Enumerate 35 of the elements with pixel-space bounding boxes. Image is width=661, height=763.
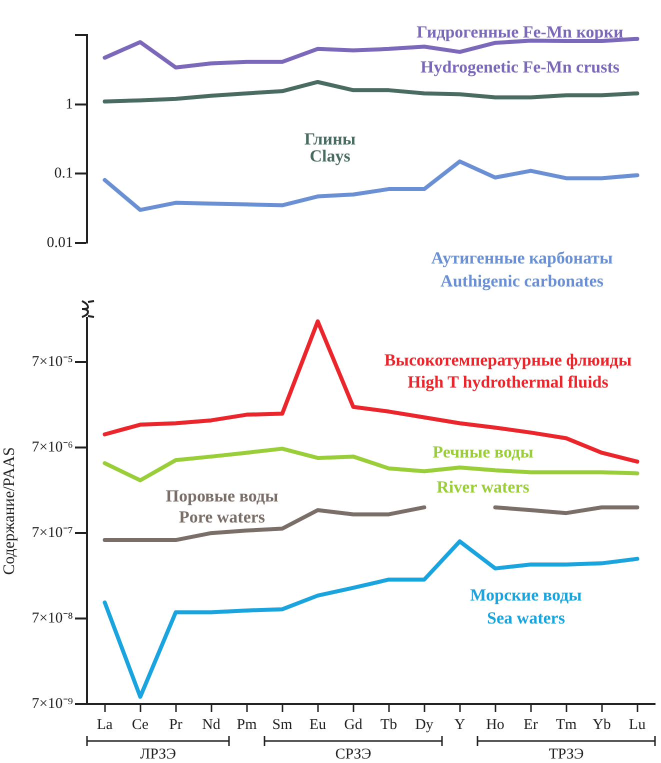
x-tick-label: La: [96, 716, 113, 733]
text: ЛРЗЭ: [140, 746, 176, 762]
text: Глины Clays: [304, 129, 356, 166]
y-axis-title: Содержание/PAAS: [0, 447, 18, 575]
series-label: Морские воды Sea waters: [470, 585, 582, 628]
x-tick-label: Er: [524, 716, 538, 733]
x-tick-label: Pr: [169, 716, 182, 733]
x-tick-label: Lu: [628, 716, 646, 733]
x-tick-label: Y: [454, 716, 466, 733]
x-tick-label: Tm: [556, 716, 577, 733]
x-tick-label: Eu: [309, 716, 327, 733]
x-tick-label: Sm: [272, 716, 293, 733]
x-tick-label: Nd: [202, 716, 221, 733]
y-tick-label: 7×10⁻⁶: [32, 440, 73, 456]
text: СРЗЭ: [335, 746, 372, 762]
x-tick-label: Dy: [415, 716, 434, 733]
y-tick-label: 0.01: [46, 234, 73, 251]
series-label: Поровые воды Pore waters: [166, 486, 278, 526]
x-tick-label: Ho: [486, 716, 504, 733]
y-tick-label: 0.1: [54, 166, 73, 182]
y-tick-label: 7×10⁻⁹: [32, 696, 73, 712]
y-tick-label: 7×10⁻⁷: [32, 525, 73, 542]
series-label: Высокотемпературные флюиды High T hydrothermal fluids: [384, 350, 632, 392]
x-tick-label: Tb: [380, 716, 398, 733]
series-label: Речные воды River waters: [432, 442, 534, 496]
y-tick-label: 7×10⁻⁵: [32, 354, 73, 370]
x-tick-label: Gd: [344, 716, 363, 733]
y-tick-label: 1: [66, 96, 73, 112]
y-tick-label: 7×10⁻⁸: [32, 610, 73, 626]
x-tick-label: Pm: [236, 716, 258, 733]
text: Аутигенные карбонаты Authigenic carbonates: [431, 248, 613, 290]
text: ТРЗЭ: [548, 746, 584, 762]
x-tick-label: Yb: [592, 716, 611, 733]
series-label: Гидрогенные Fe-Mn корки Hydrogenetic Fe-Mn crusts: [416, 22, 624, 76]
x-tick-label: Ce: [132, 716, 149, 733]
